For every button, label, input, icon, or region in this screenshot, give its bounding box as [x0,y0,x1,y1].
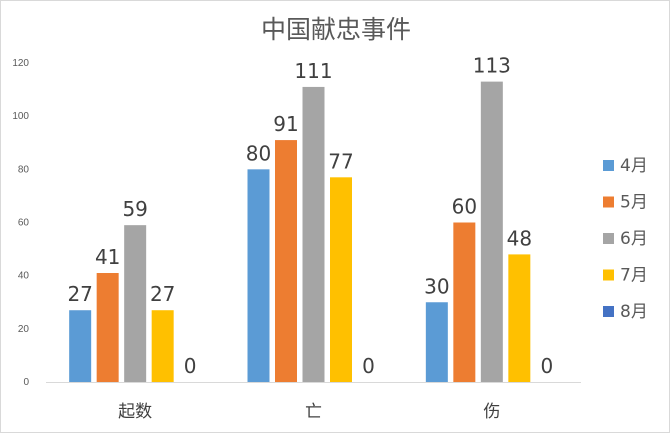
bar [69,310,92,382]
data-label: 80 [246,141,271,165]
y-tick-label: 100 [12,111,29,122]
data-label: 77 [328,149,353,173]
data-label: 0 [362,354,375,378]
legend-swatch [603,160,614,171]
y-tick-label: 0 [23,377,29,388]
legend-label: 6月 [620,229,648,249]
data-label: 27 [150,282,175,306]
y-tick-label: 20 [18,324,30,335]
bar [96,273,119,382]
data-label: 0 [184,354,197,378]
x-tick-label: 亡 [305,402,322,422]
data-label: 27 [67,282,92,306]
legend-swatch [603,233,614,244]
bar [151,310,174,382]
data-label: 91 [273,112,298,136]
bar [453,222,476,382]
bar [275,140,297,382]
data-label: 30 [424,274,449,298]
y-tick-label: 80 [18,164,30,175]
axes: 0 20 40 60 80 100 120 起数 亡 伤 [12,58,581,422]
data-label: 60 [452,195,477,219]
bar [330,177,352,382]
legend-swatch [603,269,614,281]
bar [480,81,503,382]
y-tick-label: 120 [12,58,29,69]
bar [508,254,531,382]
data-label: 41 [95,245,120,269]
data-label: 59 [122,197,147,221]
legend-label: 4月 [620,156,648,176]
x-tick-label: 伤 [483,402,500,422]
bars [69,81,531,383]
data-label: 111 [294,59,332,83]
legend-label: 8月 [620,302,648,322]
bar [425,302,448,382]
data-label: 0 [540,354,553,378]
bar [124,225,147,382]
legend-label: 5月 [620,193,648,213]
legend-label: 7月 [620,266,648,286]
data-label: 48 [507,226,532,250]
data-label: 113 [473,54,511,78]
legend: 4月 5月 6月 7月 8月 [603,156,648,322]
chart-title: 中国献忠事件 [261,15,411,44]
legend-swatch [603,306,614,317]
legend-swatch [603,196,614,208]
y-tick-label: 40 [18,271,30,282]
y-tick-label: 60 [18,218,30,229]
x-tick-label: 起数 [118,402,152,422]
bar [302,86,325,383]
bar [247,169,270,382]
